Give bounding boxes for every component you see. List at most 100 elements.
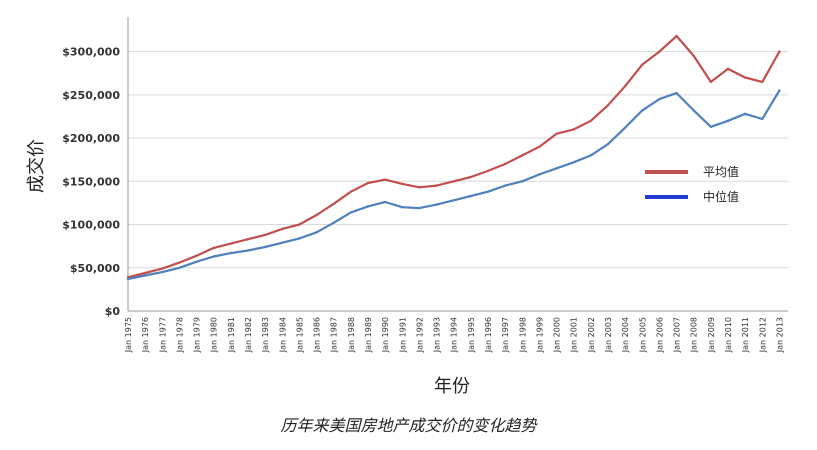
- x-tick-label: Jan 2007: [673, 317, 682, 353]
- data-point: [418, 206, 421, 210]
- data-point: [195, 260, 198, 263]
- data-point: [538, 173, 541, 176]
- data-point: [555, 167, 558, 170]
- x-tick-label: Jan 2009: [707, 317, 716, 353]
- x-tick-label: Jan 1994: [450, 317, 459, 353]
- data-point: [778, 50, 781, 53]
- y-tick-label: $0: [105, 305, 121, 318]
- data-point: [401, 182, 404, 186]
- data-point: [503, 162, 507, 166]
- data-point: [469, 194, 473, 198]
- data-point: [126, 277, 130, 281]
- x-tick-label: Jan 1997: [501, 317, 510, 353]
- x-tick-label: Jan 1981: [227, 317, 236, 353]
- data-point: [366, 205, 370, 208]
- data-point: [349, 211, 353, 214]
- data-point: [623, 126, 627, 129]
- x-axis-title: 年份: [434, 376, 470, 397]
- data-point: [709, 80, 713, 84]
- data-point: [178, 266, 181, 269]
- x-tick-label: Jan 1998: [518, 317, 527, 353]
- data-point: [349, 190, 353, 193]
- data-point: [589, 154, 593, 157]
- data-point: [143, 274, 147, 277]
- x-tick-label: Jan 1977: [158, 317, 167, 353]
- data-point: [486, 169, 490, 173]
- x-tick-label: Jan 1987: [330, 317, 339, 353]
- data-point: [452, 199, 455, 202]
- data-point: [298, 237, 301, 240]
- data-point: [281, 241, 284, 244]
- data-point: [761, 117, 764, 121]
- x-tick-label: Jan 1996: [484, 317, 493, 353]
- data-point: [675, 91, 678, 95]
- data-point: [538, 145, 541, 148]
- x-tick-label: Jan 1991: [398, 317, 407, 353]
- x-tick-label: Jan 1975: [124, 317, 133, 353]
- x-tick-labels: Jan 1975 Jan 1976 Jan 1977 Jan 1978 Jan 1979…: [124, 317, 784, 353]
- x-tick-label: Jan 2004: [621, 317, 630, 353]
- data-point: [315, 213, 318, 217]
- x-tick-label: Jan 1988: [347, 317, 356, 353]
- x-tick-label: Jan 2000: [553, 317, 562, 353]
- gridlines: [128, 51, 788, 269]
- data-point: [332, 221, 335, 224]
- data-point: [658, 97, 661, 101]
- x-tick-label: Jan 1980: [210, 317, 219, 353]
- data-point: [743, 112, 747, 116]
- data-point: [658, 50, 661, 53]
- data-point: [435, 184, 438, 187]
- data-point: [743, 76, 747, 79]
- data-point: [383, 178, 387, 181]
- data-point: [692, 54, 695, 58]
- x-tick-label: Jan 1993: [433, 317, 442, 353]
- x-tick-label: Jan 1989: [364, 317, 373, 353]
- x-tick-label: Jan 1992: [415, 317, 424, 353]
- data-point: [726, 67, 730, 71]
- data-point: [555, 132, 558, 135]
- y-tick-labels: $0 $50,000 $100,000 $150,000 $200,000 $250,00…: [62, 46, 120, 318]
- y-axis-title: 成交价: [26, 139, 47, 193]
- data-point: [435, 203, 438, 206]
- x-tick-label: Jan 2010: [724, 317, 733, 353]
- series-line-0: [127, 34, 781, 279]
- y-tick-label: $300,000: [62, 46, 120, 59]
- data-point: [452, 180, 455, 183]
- data-point: [195, 254, 198, 257]
- data-point: [229, 242, 233, 245]
- data-point: [761, 80, 764, 84]
- data-point: [298, 223, 301, 226]
- data-point: [401, 206, 404, 209]
- data-point: [521, 180, 524, 183]
- data-point: [726, 119, 730, 122]
- x-tick-label: Jan 1978: [175, 317, 184, 353]
- data-point: [503, 184, 507, 187]
- data-point: [486, 190, 490, 193]
- data-point: [161, 270, 164, 274]
- y-tick-label: $250,000: [62, 89, 120, 102]
- data-point: [229, 251, 233, 255]
- data-point: [161, 267, 164, 270]
- data-point: [606, 104, 610, 107]
- x-tick-label: Jan 1976: [141, 317, 150, 353]
- data-point: [332, 202, 335, 205]
- data-point: [143, 271, 147, 275]
- data-point: [675, 34, 678, 38]
- data-point: [641, 63, 644, 66]
- data-point: [383, 200, 387, 204]
- legend-label-mean: 平均值: [703, 164, 739, 179]
- data-point: [778, 89, 781, 92]
- x-tick-label: Jan 2012: [758, 317, 767, 353]
- x-tick-label: Jan 2006: [655, 317, 664, 353]
- y-tick-label: $100,000: [62, 219, 120, 232]
- data-point: [589, 119, 593, 122]
- data-point: [418, 186, 421, 189]
- x-tick-label: Jan 2008: [690, 317, 699, 353]
- x-tick-label: Jan 1999: [535, 317, 544, 353]
- x-tick-label: Jan 1985: [295, 317, 304, 353]
- data-point: [623, 84, 627, 88]
- legend: 平均值 中位值: [645, 164, 739, 204]
- data-point: [366, 181, 370, 185]
- x-tick-label: Jan 1986: [313, 317, 322, 353]
- x-tick-label: Jan 1984: [278, 317, 287, 353]
